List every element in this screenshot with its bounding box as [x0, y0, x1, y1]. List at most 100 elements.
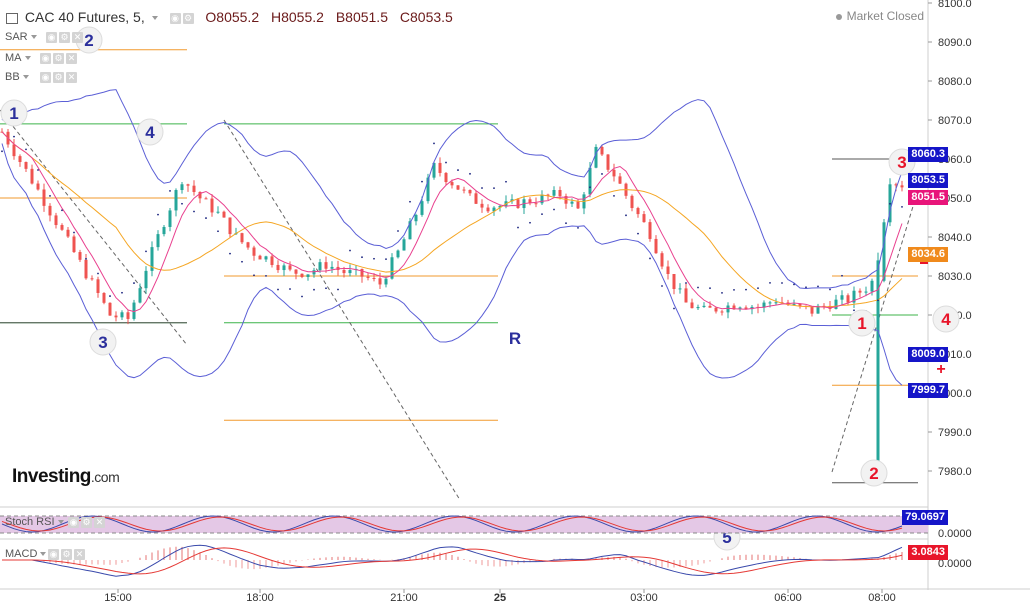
- plus-icon: +: [936, 361, 945, 378]
- candle-body: [78, 252, 82, 260]
- chevron-down-icon[interactable]: [151, 16, 158, 21]
- visibility-icon[interactable]: ◉: [40, 53, 51, 64]
- settings-icon[interactable]: ⚙: [53, 53, 64, 64]
- candle-body: [444, 172, 448, 183]
- symbol-title[interactable]: CAC 40 Futures, 5,: [24, 9, 145, 25]
- sar-dot: [253, 274, 255, 277]
- indicator-bb[interactable]: BB: [5, 71, 29, 83]
- annotation-label: 4: [145, 123, 155, 142]
- candle-body: [840, 295, 844, 300]
- close-icon[interactable]: ✕: [74, 549, 85, 560]
- candle-body: [468, 189, 472, 194]
- candle-body: [450, 182, 454, 186]
- candle-body: [696, 306, 700, 309]
- sar-dot: [853, 309, 855, 312]
- candle-body: [192, 185, 196, 193]
- visibility-icon[interactable]: ◉: [68, 517, 79, 528]
- candle-body: [402, 239, 406, 251]
- indicator-stoch-rsi[interactable]: Stoch RSI: [5, 516, 64, 528]
- candle-body: [174, 190, 178, 211]
- visibility-icon[interactable]: ◉: [46, 32, 57, 43]
- annotation-circle: [860, 459, 888, 487]
- settings-icon[interactable]: ⚙: [53, 72, 64, 83]
- candle-body: [636, 208, 640, 215]
- candle-body: [366, 276, 370, 278]
- candle-body: [480, 203, 484, 208]
- trend-dashed-line: [831, 189, 919, 473]
- annotation-label: 1: [857, 314, 866, 333]
- chevron-down-icon[interactable]: [30, 35, 37, 40]
- candle-body: [318, 262, 322, 271]
- sar-dot: [277, 288, 279, 291]
- logo-brand: Investing: [12, 466, 91, 487]
- status-dot-icon: [835, 13, 842, 20]
- sar-dot: [121, 291, 123, 294]
- visibility-icon[interactable]: ◉: [169, 12, 181, 24]
- settings-icon[interactable]: ⚙: [59, 32, 70, 43]
- menu-icon[interactable]: [6, 12, 18, 24]
- close-icon[interactable]: ✕: [66, 53, 77, 64]
- sar-dot: [265, 274, 267, 277]
- candle-body: [330, 266, 334, 269]
- bollinger-lower: [1, 143, 903, 386]
- sar-dot: [565, 222, 567, 225]
- sar-dot: [793, 283, 795, 286]
- sar-dot: [841, 274, 843, 277]
- moving-average-fast: [1, 131, 903, 313]
- close-icon[interactable]: ✕: [72, 32, 83, 43]
- candle-body: [726, 305, 730, 313]
- candle-body: [702, 305, 706, 307]
- settings-icon[interactable]: ⚙: [61, 549, 72, 560]
- sar-dot: [157, 213, 159, 216]
- close-icon[interactable]: ✕: [66, 72, 77, 83]
- candle-body: [348, 270, 352, 274]
- x-tick-label: 25: [494, 592, 506, 604]
- candle-body: [516, 199, 520, 209]
- annotation-label: 4: [941, 310, 951, 329]
- candle-body: [732, 305, 736, 310]
- visibility-icon[interactable]: ◉: [48, 549, 59, 560]
- price-badge-orange: 8034.6: [908, 247, 948, 262]
- chevron-down-icon[interactable]: [40, 552, 47, 557]
- candle-body: [294, 269, 298, 274]
- candle-body: [762, 302, 766, 308]
- chevron-down-icon[interactable]: [24, 56, 31, 61]
- candle-body: [708, 305, 712, 308]
- visibility-icon[interactable]: ◉: [40, 72, 51, 83]
- macd-controls: ◉ ⚙ ✕: [48, 549, 85, 560]
- sar-dot: [85, 257, 87, 260]
- sar-dot: [589, 186, 591, 189]
- candle-body: [666, 266, 670, 275]
- sar-controls: ◉ ⚙ ✕: [46, 32, 83, 43]
- candle-body: [846, 295, 850, 303]
- indicator-ma[interactable]: MA: [5, 52, 31, 64]
- ma-label: MA: [5, 52, 22, 64]
- annotation-label: 2: [869, 464, 878, 483]
- stoch-tick-label: 0.0000: [938, 528, 972, 540]
- candle-body: [870, 280, 874, 292]
- sar-dot: [625, 214, 627, 217]
- candle-body: [768, 302, 772, 304]
- y-tick-label: 8080.0: [938, 76, 972, 88]
- candle-body: [300, 273, 304, 277]
- chevron-down-icon[interactable]: [57, 520, 64, 525]
- indicator-sar[interactable]: SAR: [5, 31, 37, 43]
- settings-icon[interactable]: ⚙: [81, 517, 92, 528]
- candle-body: [876, 260, 880, 471]
- indicator-macd[interactable]: MACD: [5, 548, 47, 560]
- price-badge-last: 8053.5: [908, 173, 948, 188]
- sar-dot: [469, 172, 471, 175]
- candle-body: [600, 146, 604, 155]
- close-icon[interactable]: ✕: [94, 517, 105, 528]
- chevron-down-icon[interactable]: [22, 75, 29, 80]
- macd-tick-label: 0.0000: [938, 558, 972, 570]
- candle-body: [162, 226, 166, 235]
- candle-body: [864, 291, 868, 293]
- sar-dot: [205, 217, 207, 219]
- candle-body: [36, 183, 40, 190]
- settings-icon[interactable]: ⚙: [182, 12, 194, 24]
- sar-dot: [697, 286, 699, 289]
- sar-dot: [397, 230, 399, 232]
- bollinger-upper: [1, 89, 903, 290]
